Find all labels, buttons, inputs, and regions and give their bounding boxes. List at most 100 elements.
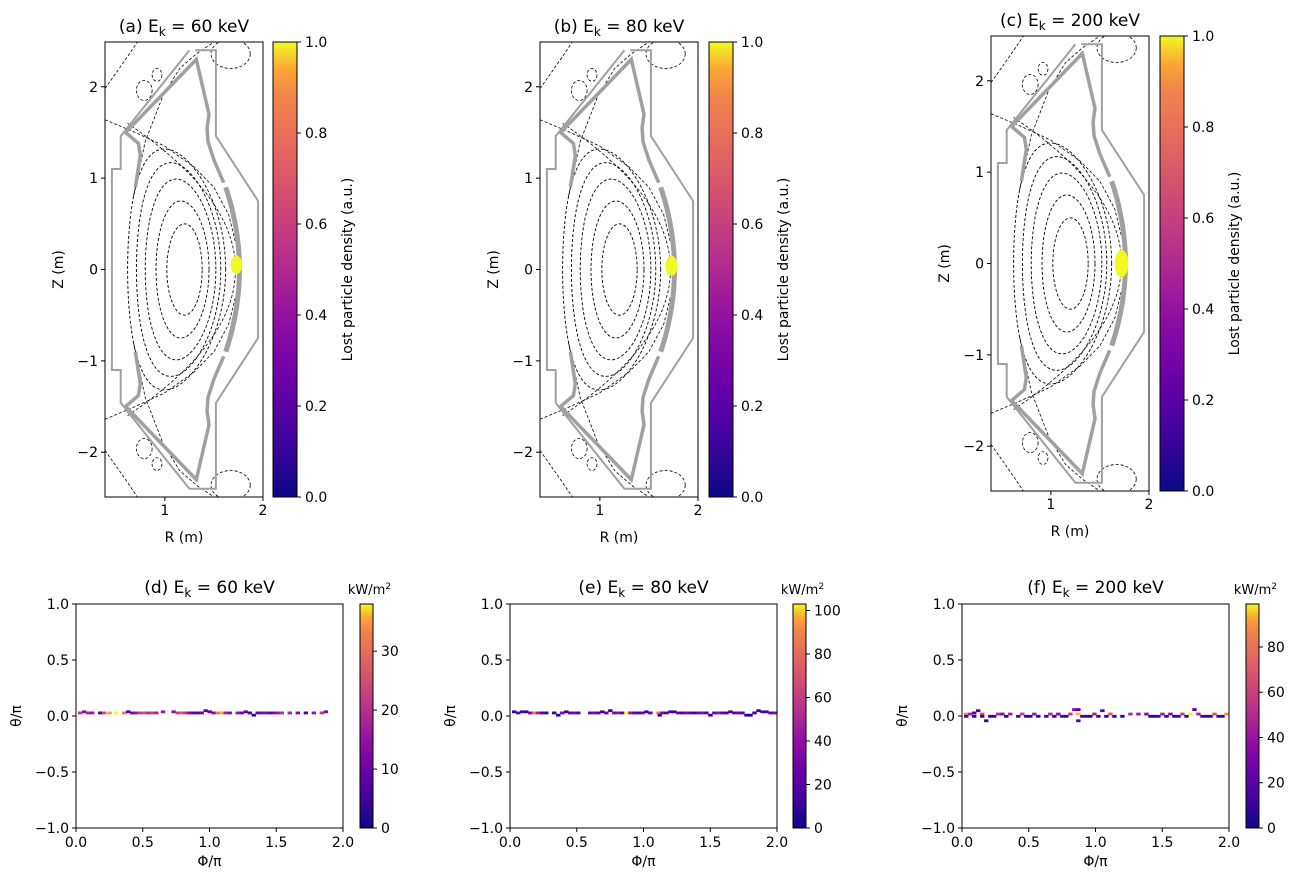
colorbar-tick-label: 1.0 [1192, 29, 1214, 45]
separatrix-leg [105, 119, 236, 243]
heat-cell [1084, 714, 1089, 718]
y-tick-label: −2 [77, 445, 98, 461]
flux-surface [579, 178, 652, 361]
vacuum-vessel [545, 49, 695, 490]
flux-surface [1041, 194, 1096, 333]
heat-cell [768, 711, 773, 715]
heat-cell [1152, 714, 1157, 718]
heat-cell [628, 711, 633, 715]
plot-area [540, 42, 695, 497]
separatrix-leg [133, 42, 215, 197]
coil-contour [1037, 451, 1049, 465]
colorbar-tick-label: 100 [814, 604, 841, 620]
y-axis-label: θ/π [895, 705, 911, 727]
heat-cell [976, 709, 981, 713]
y-tick-label: −1.0 [35, 821, 69, 837]
heat-cell [560, 711, 565, 715]
lost-particle-hotspot [665, 255, 678, 276]
x-tick-label: 2 [694, 503, 703, 519]
panel-b: 1 2 −2 −1 0 1 2 R (m) Z (m) (b) Ek = 80 keV 0.0 0.2… [486, 17, 792, 546]
heat-cell [1212, 712, 1217, 716]
heat-cell [126, 710, 131, 714]
colorbar-tick-label: 0.8 [305, 126, 327, 142]
heat-cell [684, 711, 689, 715]
xpoint-lobe [645, 42, 686, 69]
colorbar-tick-label: 0.6 [305, 217, 327, 233]
heat-cell [1188, 712, 1193, 716]
lost-particle-hotspot [230, 255, 243, 275]
heat-cell [640, 711, 645, 715]
heat-cell [86, 711, 91, 715]
heat-cell [1136, 712, 1141, 716]
colorbar-tick-label: 0.2 [305, 399, 327, 415]
x-tick-label: 2.0 [1218, 835, 1240, 851]
y-tick-label: 0 [524, 263, 533, 279]
colorbar-tick-label: 40 [1267, 730, 1285, 746]
heat-cell [700, 711, 705, 715]
colorbar-tick-label: 60 [1267, 685, 1285, 701]
heat-cell [1108, 712, 1113, 716]
heat-cell [319, 711, 325, 715]
colorbar-tick-label: 0.0 [741, 490, 763, 506]
heat-cell [1092, 712, 1097, 716]
heat-cell [576, 711, 581, 715]
heat-cell [1020, 712, 1025, 716]
heat-cell [1056, 712, 1061, 716]
heat-cell [620, 711, 625, 715]
heat-cell [150, 711, 155, 715]
flux-surface [1021, 156, 1108, 371]
flux-surface [144, 178, 217, 361]
colorbar-label: Lost particle density (a.u.) [1227, 172, 1243, 356]
heat-cell [964, 712, 969, 716]
title-subscript: k [1039, 19, 1046, 33]
colorbar-tick-label: 0.4 [741, 308, 763, 324]
x-axis-label: Φ/π [631, 854, 656, 870]
heat-cell [1080, 714, 1085, 718]
separatrix-leg [991, 36, 1024, 83]
heat-cell [692, 711, 697, 715]
heat-cell [536, 711, 541, 715]
colorbar-tick-label: 0.8 [1192, 120, 1214, 136]
y-axis-label: Z (m) [486, 250, 502, 289]
coil-contour [586, 457, 598, 471]
colorbar-unit-sup: 2 [1271, 582, 1277, 592]
colorbar [359, 603, 374, 829]
heat-cell [203, 709, 208, 713]
heat-cell [142, 711, 147, 715]
title-suffix: = 200 keV [1046, 11, 1141, 31]
colorbar-tick-label: 20 [1267, 776, 1285, 792]
heat-cell [624, 711, 629, 715]
colorbar-tick-label: 0 [814, 821, 823, 837]
y-tick-label: −2 [963, 439, 984, 455]
x-tick-label: 0.5 [1018, 835, 1040, 851]
heat-cell [122, 711, 127, 715]
y-tick-label: 0.5 [47, 653, 69, 669]
first-wall-lower [123, 351, 226, 484]
heat-cell [1168, 712, 1173, 716]
xpoint-lobe [210, 470, 251, 497]
heat-cell [171, 710, 176, 714]
heat-cell [1176, 714, 1181, 718]
colorbar-tick-label: 1.0 [305, 35, 327, 51]
heat-cell [130, 711, 135, 715]
heat-cell [648, 711, 653, 715]
plot-area [105, 42, 260, 497]
colorbar-tick-label: 30 [381, 644, 399, 660]
heat-cell [1148, 714, 1153, 718]
flux-surface [1013, 142, 1113, 385]
y-tick-label: 0.0 [933, 709, 955, 725]
heat-cell [102, 711, 107, 715]
heat-cell [175, 711, 180, 715]
title-prefix: (a) E [119, 17, 159, 37]
heat-cell [287, 711, 293, 715]
heat-cell [568, 711, 573, 715]
heat-cell [716, 711, 721, 715]
xpoint-lobe [210, 42, 251, 69]
colorbar-tick-label: 40 [814, 734, 832, 750]
heat-cell [756, 709, 761, 713]
coil-contour [1022, 432, 1039, 454]
heat-cell [1064, 714, 1069, 718]
plot-area [991, 36, 1146, 491]
heat-cell [146, 711, 151, 715]
separatrix-leg [540, 42, 573, 89]
